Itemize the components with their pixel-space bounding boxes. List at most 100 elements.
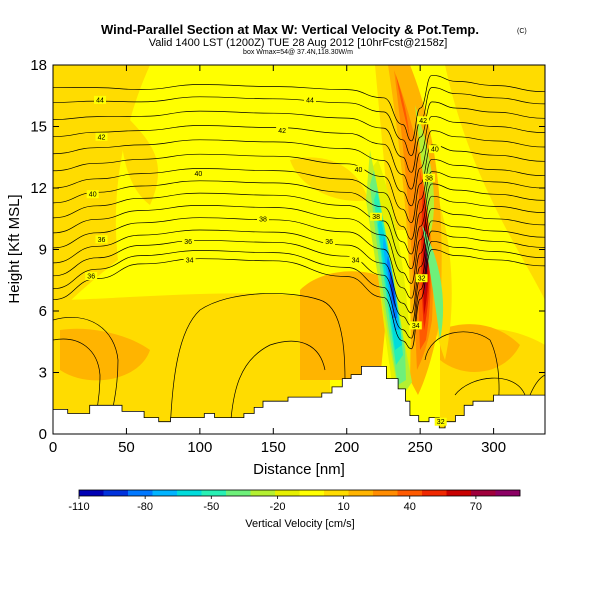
colorbar-swatch <box>275 490 300 496</box>
velocity-region <box>290 157 368 201</box>
chart-subtitle: Valid 1400 LST (1200Z) TUE 28 Aug 2012 [… <box>149 37 448 49</box>
colorbar-label: Vertical Velocity [cm/s] <box>245 518 354 530</box>
colorbar-swatch <box>495 490 521 496</box>
chart-subtitle-line2: box Wmax=54@ 37.4N,118.30W/m <box>243 49 353 56</box>
colorbar-swatch <box>299 490 325 496</box>
svg-text:34: 34 <box>412 323 420 330</box>
colorbar-tick-label: -110 <box>68 501 89 513</box>
isentrope-line <box>169 293 346 428</box>
svg-text:36: 36 <box>98 237 106 244</box>
isentrope-line <box>53 249 545 350</box>
colorbar <box>78 489 521 497</box>
colorbar-tick-label: -50 <box>203 501 219 513</box>
colorbar-swatch <box>250 490 276 496</box>
svg-text:44: 44 <box>306 97 314 104</box>
chart-title: Wind-Parallel Section at Max W: Vertical… <box>101 22 479 37</box>
isentrope-line <box>53 87 545 156</box>
isentrope-line <box>53 230 545 326</box>
isentrope-line <box>53 220 545 314</box>
x-tick-label: 200 <box>334 439 359 456</box>
x-tick-label: 100 <box>187 439 212 456</box>
isentrope-line <box>53 171 545 255</box>
isentrope-line <box>53 195 545 284</box>
isentrope-line <box>229 340 326 428</box>
svg-text:36: 36 <box>325 239 333 246</box>
contour-label: 36 <box>323 237 336 246</box>
velocity-region <box>60 328 150 381</box>
colorbar-swatch <box>348 490 374 496</box>
contour-label: 44 <box>304 95 316 104</box>
contour-label: 34 <box>409 321 422 330</box>
contour-label: 32 <box>415 274 428 283</box>
updraft-region <box>396 75 410 140</box>
svg-text:32: 32 <box>437 419 445 426</box>
colorbar-swatch <box>471 490 496 496</box>
colorbar-swatch <box>446 490 472 496</box>
isentrope-line <box>53 158 545 240</box>
svg-text:42: 42 <box>278 128 286 135</box>
colorbar-tick-label: -80 <box>137 501 153 513</box>
colorbar-swatch <box>152 490 178 496</box>
colorbar-swatch <box>79 490 104 496</box>
contour-label: 36 <box>95 235 108 244</box>
colorbar-swatch <box>226 490 251 496</box>
isentrope-line <box>424 331 500 411</box>
x-axis-label: Distance [nm] <box>253 461 345 478</box>
x-axis: 0 50 100 150 200 250 300 <box>49 65 506 456</box>
velocity-region <box>440 324 520 372</box>
y-tick-label: 9 <box>39 242 47 259</box>
contour-labels: 44 44 42 42 42 40 40 40 40 38 38 38 36 36 36 36 34 34 32 34… <box>85 95 447 426</box>
contour-label: 36 <box>182 237 195 246</box>
x-tick-label: 250 <box>408 439 433 456</box>
isentrope-line <box>53 208 545 299</box>
colorbar-swatch <box>103 490 129 496</box>
isentrope-line <box>53 74 545 142</box>
svg-text:44: 44 <box>96 97 104 104</box>
svg-text:32: 32 <box>418 276 426 283</box>
svg-text:42: 42 <box>98 134 106 141</box>
isentrope-line <box>53 183 545 270</box>
contour-label: 38 <box>423 173 435 182</box>
contour-label: 34 <box>349 255 362 264</box>
svg-text:36: 36 <box>87 274 95 281</box>
colorbar-swatch <box>201 490 227 496</box>
isentrope-line <box>53 240 545 339</box>
colorbar-frame <box>78 489 521 497</box>
title-mark: (C) <box>517 28 527 35</box>
potential-temperature-contours <box>53 74 545 428</box>
svg-text:38: 38 <box>425 175 433 182</box>
isentrope-line <box>53 101 545 173</box>
svg-text:40: 40 <box>431 147 439 154</box>
svg-text:40: 40 <box>195 171 203 178</box>
velocity-region <box>120 110 159 205</box>
colorbar-tick-label: 10 <box>337 501 349 513</box>
velocity-region <box>53 293 330 428</box>
colorbar-swatch <box>177 490 202 496</box>
contour-label: 40 <box>192 169 205 178</box>
contour-label: 36 <box>85 272 98 281</box>
svg-text:40: 40 <box>355 167 363 174</box>
y-tick-label: 15 <box>30 119 47 136</box>
x-tick-label: 150 <box>261 439 286 456</box>
svg-text:34: 34 <box>186 257 194 264</box>
contour-label: 42 <box>95 132 108 141</box>
contour-label: 32 <box>434 417 447 426</box>
y-tick-label: 6 <box>39 303 47 320</box>
y-tick-label: 3 <box>39 365 47 382</box>
plot-area: 44 44 42 42 42 40 40 40 40 38 38 38 36 36 36 36 34 34 32 34… <box>53 65 545 434</box>
colorbar-swatch <box>128 490 153 496</box>
velocity-field <box>53 65 545 428</box>
colorbar-tick-label: 40 <box>404 501 416 513</box>
colorbar-tick-label: -20 <box>270 501 286 513</box>
colorbar-swatch <box>397 490 423 496</box>
colorbar-swatch <box>422 490 447 496</box>
isentrope-line <box>454 377 526 396</box>
y-tick-label: 0 <box>39 426 47 443</box>
isentrope-line <box>53 115 545 190</box>
y-axis-label: Height [Kft MSL] <box>6 194 23 303</box>
svg-text:40: 40 <box>89 192 97 199</box>
contour-label: 40 <box>352 165 365 174</box>
colorbar-tick-label: 70 <box>470 501 482 513</box>
svg-text:38: 38 <box>259 216 267 223</box>
contour-label: 38 <box>257 214 269 223</box>
